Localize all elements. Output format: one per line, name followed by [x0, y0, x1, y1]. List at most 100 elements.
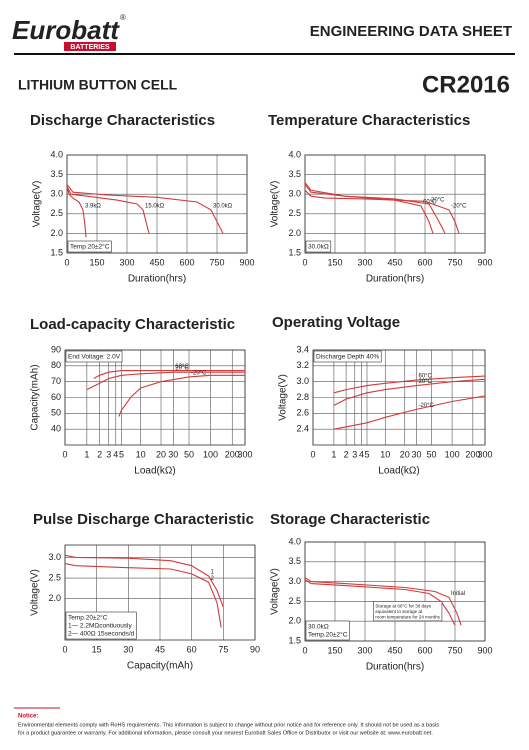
x-tick-label: 150: [89, 257, 104, 267]
x-tick-label: 4: [359, 449, 364, 459]
series-line: [66, 186, 87, 238]
notice-line: for a product guarantee or warranty. For…: [18, 730, 433, 736]
note-text: Discharge Depth 40%: [316, 354, 379, 361]
x-tick-label: 50: [426, 449, 436, 459]
note-text: 1— 2.2MΩcontiuously: [68, 623, 132, 630]
x-tick-label: 600: [179, 257, 194, 267]
chart-title: Discharge Characteristics: [30, 112, 215, 129]
x-tick-label: 1: [331, 449, 336, 459]
plot-frame: [304, 541, 486, 642]
y-tick-label: 2.5: [48, 572, 61, 582]
note-box: [305, 240, 332, 253]
y-tick-label: 3.0: [48, 552, 61, 562]
plot-frame: [64, 349, 246, 446]
x-tick-label: 200: [225, 449, 240, 459]
x-tick-label: 300: [357, 645, 372, 655]
series-line: [118, 374, 245, 417]
y-axis-label: Voltage(V): [30, 569, 41, 616]
series-label: 15.0kΩ: [145, 203, 165, 209]
chart-title: Operating Voltage: [272, 314, 400, 331]
series-label: 60°C: [175, 364, 189, 370]
x-axis-label: Duration(hrs): [366, 274, 424, 285]
chart-title: Load-capacity Characteristic: [30, 316, 235, 333]
y-tick-label: 1.5: [288, 635, 301, 645]
y-axis-label: Capacity(mAh): [30, 364, 41, 430]
x-tick-label: 150: [327, 257, 342, 267]
x-tick-label: 90: [250, 644, 260, 654]
note-text: equivalent to storage at: [375, 609, 423, 614]
x-tick-label: 3: [106, 449, 111, 459]
x-tick-label: 15: [92, 644, 102, 654]
brand-bar: [64, 42, 116, 51]
note-text: room temperature for 24 months: [375, 614, 440, 619]
y-tick-label: 2.0: [48, 593, 61, 603]
brand-mark: ®: [120, 13, 126, 22]
x-axis-label: Duration(hrs): [366, 662, 424, 673]
series-line: [66, 184, 224, 234]
y-axis-label: Voltage(V): [270, 568, 281, 615]
series-label: 2: [211, 576, 215, 582]
y-tick-label: 40: [51, 424, 61, 434]
note-box: [373, 601, 443, 622]
x-tick-label: 20: [400, 449, 410, 459]
x-tick-label: 0: [310, 449, 315, 459]
y-axis-label: Voltage(V): [270, 181, 281, 228]
x-tick-label: 10: [136, 449, 146, 459]
note-box: [67, 240, 112, 253]
y-tick-label: 2.5: [50, 208, 63, 218]
x-tick-label: 0: [62, 449, 67, 459]
x-tick-label: 750: [209, 257, 224, 267]
series-label: 20°C: [175, 366, 189, 372]
note-box: [313, 350, 382, 363]
plot-frame: [66, 154, 248, 254]
plot-frame: [312, 349, 486, 446]
series-label: 1: [211, 570, 215, 576]
y-axis-label: Voltage(V): [278, 374, 289, 421]
x-tick-label: 600: [417, 257, 432, 267]
x-tick-label: 45: [155, 644, 165, 654]
y-tick-label: 3.4: [296, 344, 309, 354]
x-tick-label: 2: [97, 449, 102, 459]
note-text: End Voltage: 2.0V: [68, 354, 121, 361]
x-tick-label: 0: [302, 257, 307, 267]
x-tick-label: 50: [184, 449, 194, 459]
series-label: 20°C: [431, 198, 445, 204]
x-tick-label: 300: [237, 449, 252, 459]
note-text: Storage at 60°C for 30 days: [375, 603, 431, 608]
y-tick-label: 1.5: [288, 247, 301, 257]
x-tick-label: 4: [113, 449, 118, 459]
series-label: -20°C: [451, 203, 467, 209]
y-tick-label: 3.0: [50, 189, 63, 199]
x-axis-label: Duration(hrs): [128, 274, 186, 285]
x-axis-label: Load(kΩ): [378, 466, 419, 477]
y-tick-label: 2.5: [288, 208, 301, 218]
note-text: Temp.20±2°C: [68, 614, 108, 622]
y-tick-label: 3.5: [50, 169, 63, 179]
series-line: [333, 395, 486, 430]
x-tick-label: 450: [387, 257, 402, 267]
y-tick-label: 2.8: [296, 392, 309, 402]
note-box: [65, 350, 123, 363]
y-tick-label: 3.0: [288, 189, 301, 199]
series-line: [304, 579, 456, 626]
y-tick-label: 2.0: [288, 616, 301, 626]
note-text: Temp.20±2°C: [308, 631, 348, 639]
series-line: [304, 184, 446, 234]
note-box: [305, 620, 350, 641]
x-tick-label: 0: [64, 257, 69, 267]
y-tick-label: 80: [51, 360, 61, 370]
x-tick-label: 30: [123, 644, 133, 654]
series-line: [93, 370, 245, 379]
x-tick-label: 2: [344, 449, 349, 459]
series-label: 3.9kΩ: [85, 203, 101, 209]
y-tick-label: 50: [51, 408, 61, 418]
model: CR2016: [422, 71, 510, 98]
x-tick-label: 750: [447, 645, 462, 655]
y-tick-label: 4.0: [288, 149, 301, 159]
x-tick-label: 100: [203, 449, 218, 459]
product: LITHIUM BUTTON CELL: [18, 77, 178, 93]
x-tick-label: 900: [477, 257, 492, 267]
x-tick-label: 0: [302, 645, 307, 655]
notice-title: Notice:: [18, 714, 38, 720]
